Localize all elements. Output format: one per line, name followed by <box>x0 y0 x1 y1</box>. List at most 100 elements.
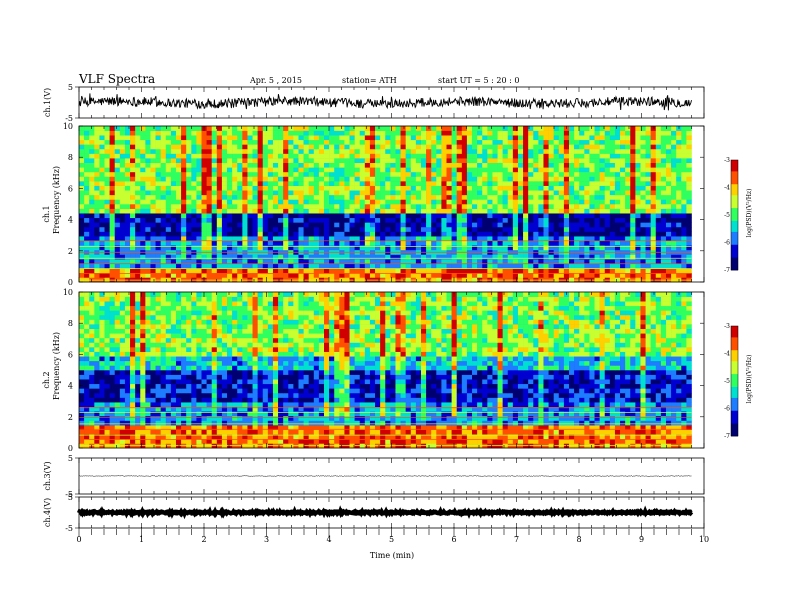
spectrogram-cell <box>630 190 636 196</box>
spectrogram-cell <box>114 130 121 136</box>
spectrogram-cell <box>339 204 345 209</box>
spectrogram-cell <box>227 130 233 136</box>
spectrogram-cell <box>660 217 667 223</box>
spectrogram-cell <box>369 245 376 251</box>
spectrogram-cell <box>523 158 529 164</box>
spectrogram-cell <box>262 158 269 164</box>
spectrogram-cell <box>594 268 600 274</box>
spectrogram-cell <box>334 162 340 168</box>
spectrogram-cell <box>553 259 560 264</box>
spectrogram-cell <box>119 167 126 173</box>
spectrogram-cell <box>165 167 172 173</box>
spectrogram-cell <box>451 254 458 260</box>
spectrogram-cell <box>170 135 177 141</box>
spectrogram-cell <box>114 135 121 141</box>
spectrogram-cell <box>517 438 524 444</box>
spectrogram-cell <box>369 135 376 141</box>
spectrogram-cell <box>563 217 570 223</box>
spectrogram-cell <box>671 438 677 444</box>
spectrogram-cell <box>252 176 258 182</box>
spectrogram-cell <box>237 213 243 219</box>
spectrogram-cell <box>257 217 264 223</box>
spectrogram-cell <box>630 139 636 145</box>
spectrogram-cell <box>354 139 361 145</box>
spectrogram-cell <box>456 181 463 186</box>
spectrogram-cell <box>170 222 177 228</box>
spectrogram-cell <box>451 162 458 168</box>
spectrogram-cell <box>405 226 412 232</box>
spectrogram-cell <box>420 254 427 260</box>
spectrogram-cell <box>150 263 156 269</box>
spectrogram-cell <box>620 126 626 131</box>
spectrogram-cell <box>472 429 478 435</box>
spectrogram-cell <box>390 272 396 278</box>
spectrogram-cell <box>196 429 202 435</box>
spectrogram-cell <box>124 176 131 182</box>
spectrogram-cell <box>405 443 412 449</box>
spectrogram-cell <box>472 204 478 209</box>
spectrogram-cell <box>155 176 161 182</box>
spectrogram-cell <box>456 226 463 232</box>
spectrogram-cell <box>130 272 136 278</box>
spectrogram-cell <box>329 139 335 145</box>
spectrogram-cell <box>124 144 131 150</box>
spectrogram-cell <box>640 425 646 430</box>
spectrogram-cell <box>466 176 473 182</box>
spectrogram-cell <box>436 194 442 200</box>
spectrogram-cell <box>385 126 391 131</box>
spectrogram-cell <box>278 236 284 242</box>
spectrogram-cell <box>543 167 549 173</box>
spectrogram-cell <box>599 153 606 159</box>
spectrogram-cell <box>364 190 371 196</box>
spectrogram-cell <box>420 199 427 205</box>
colorbar-segment <box>731 257 738 260</box>
spectrogram-cell <box>298 222 304 228</box>
spectrogram-cell <box>354 429 361 435</box>
spectrogram-cell <box>538 162 544 168</box>
spectrogram-cell <box>298 181 304 186</box>
spectrogram-cell <box>369 254 376 260</box>
spectrogram-cell <box>579 181 585 186</box>
spectrogram-cell <box>349 443 355 449</box>
spectrogram-cell <box>272 176 279 182</box>
spectrogram-cell <box>313 139 320 145</box>
spectrogram-cell <box>650 272 657 278</box>
spectrogram-cell <box>135 213 141 219</box>
spectrogram-cell <box>160 126 167 131</box>
spectrogram-cell <box>334 190 340 196</box>
spectrogram-cell <box>477 194 483 200</box>
spectrogram-cell <box>104 245 110 251</box>
spectrogram-cell <box>89 217 95 223</box>
spectrogram-cell <box>395 429 401 435</box>
spectrogram-cell <box>594 217 600 223</box>
spectrogram-cell <box>472 213 478 219</box>
spectrogram-cell <box>461 222 468 228</box>
spectrogram-cell <box>196 263 202 269</box>
spectrogram-cell <box>512 181 519 186</box>
spectrogram-cell <box>84 135 90 141</box>
spectrogram-cell <box>635 240 641 246</box>
spectrogram-cell <box>227 240 233 246</box>
spectrogram-cell <box>145 153 151 159</box>
spectrogram-cell <box>446 213 452 219</box>
spectrogram-cell <box>385 185 391 191</box>
spectrogram-cell <box>109 231 116 237</box>
spectrogram-cell <box>267 190 274 196</box>
spectrogram-cell <box>375 153 381 159</box>
spectrogram-cell <box>206 176 213 182</box>
spectrogram-cell <box>665 162 672 168</box>
spectrogram-cell <box>650 259 657 264</box>
spectrogram-cell <box>446 194 452 200</box>
spectrogram-cell <box>99 199 105 205</box>
spectrogram-cell <box>89 162 95 168</box>
spectrogram-cell <box>431 190 437 196</box>
spectrogram-cell <box>569 222 575 228</box>
spectrogram-cell <box>232 194 238 200</box>
spectrogram-cell <box>99 240 105 246</box>
spectrogram-cell <box>196 217 202 223</box>
spectrogram-cell <box>375 213 381 219</box>
spectrogram-cell <box>257 167 264 173</box>
spectrogram-cell <box>492 176 498 182</box>
spectrogram-cell <box>252 222 258 228</box>
spectrogram-cell <box>640 148 646 154</box>
